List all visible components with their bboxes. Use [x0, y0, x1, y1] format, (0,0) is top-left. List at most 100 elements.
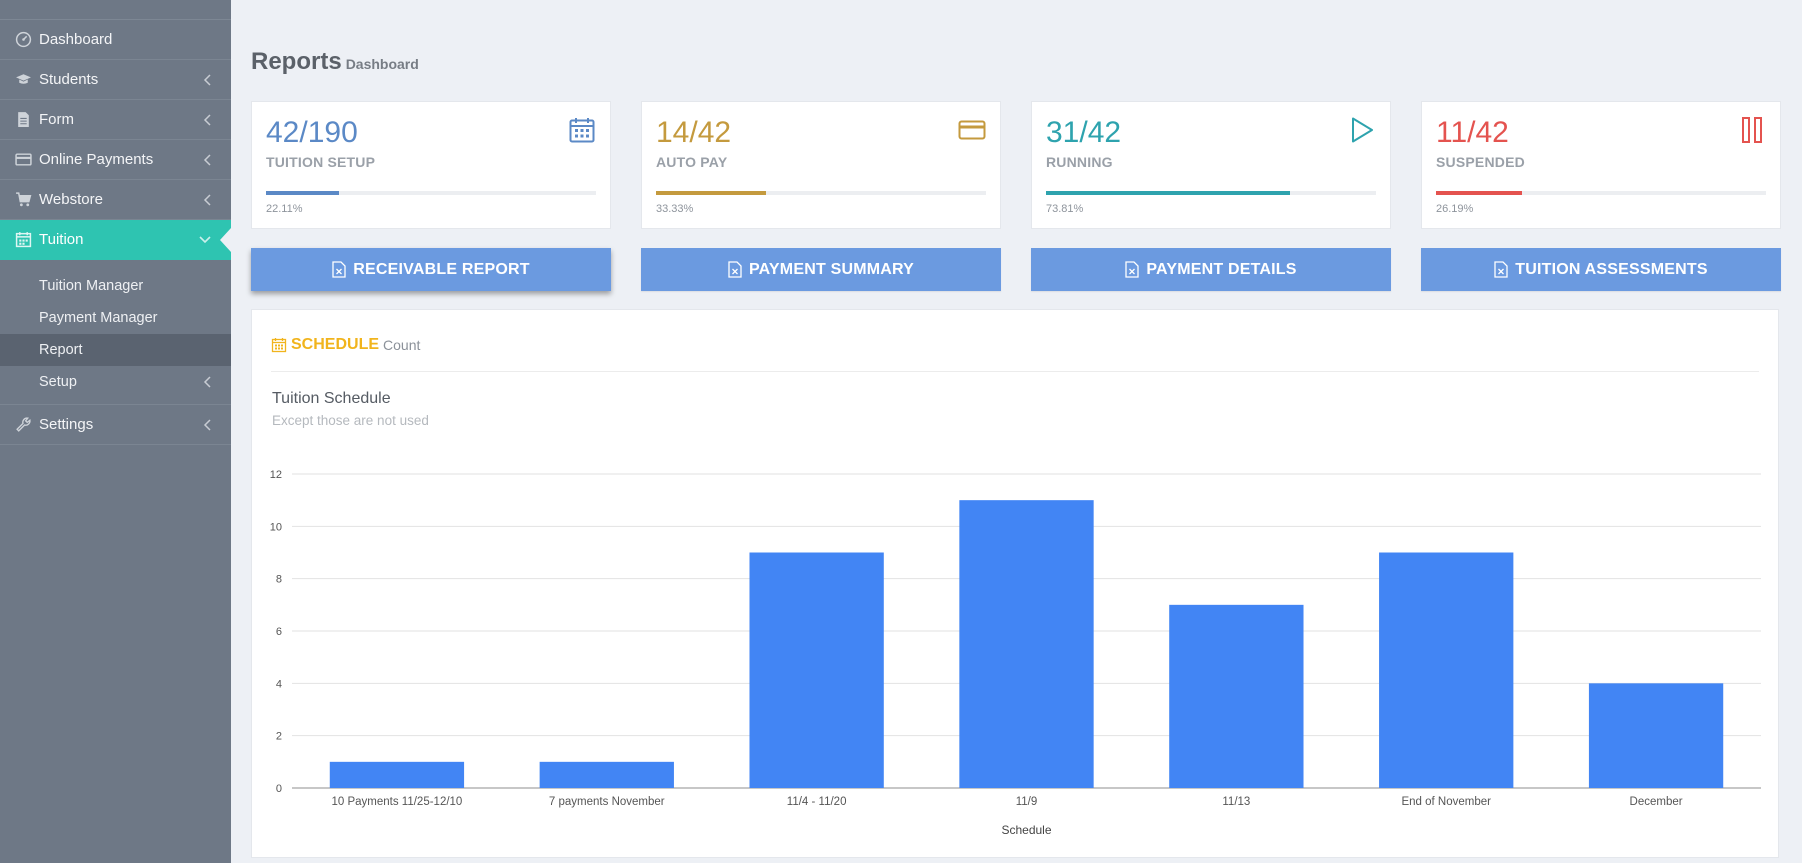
- y-tick-label: 0: [276, 783, 282, 795]
- sidebar-subitem-payment-manager[interactable]: Payment Manager: [0, 302, 231, 334]
- sidebar-item-label: Online Payments: [39, 151, 154, 168]
- stat-value: 11/42: [1436, 116, 1509, 149]
- payment-summary-button[interactable]: PAYMENT SUMMARY: [641, 248, 1001, 291]
- payment-details-button[interactable]: PAYMENT DETAILS: [1031, 248, 1391, 291]
- receivable-report-button[interactable]: RECEIVABLE REPORT: [251, 248, 611, 291]
- stat-card-suspended: 11/42 SUSPENDED 26.19%: [1421, 101, 1781, 229]
- bar: [329, 761, 465, 788]
- schedule-panel: 0 2 4 6 8 10 12 10 Payments 11/25-12/10 7 paymen…: [251, 309, 1779, 858]
- tuition-submenu: Tuition Manager Payment Manager Report S…: [0, 260, 231, 405]
- y-tick-label: 4: [276, 678, 282, 690]
- sidebar-item-label: Settings: [39, 416, 94, 433]
- sidebar-subitem-report[interactable]: Report: [0, 334, 231, 366]
- progress-track: [656, 191, 986, 195]
- bar: [1379, 552, 1514, 788]
- calendar-icon: [271, 338, 287, 353]
- excel-file-icon: [1125, 261, 1140, 278]
- bar: [539, 761, 674, 788]
- bar: [1588, 683, 1724, 788]
- chevron-left-icon: [203, 73, 211, 86]
- stat-card-tuition-setup: 42/190 TUITION SETUP 22.11%: [251, 101, 611, 229]
- sidebar-subitem-setup[interactable]: Setup: [0, 366, 231, 398]
- sidebar-item-tuition[interactable]: Tuition: [0, 220, 231, 260]
- x-axis-title: Schedule: [1001, 823, 1051, 837]
- panel-subtitle: Count: [383, 337, 421, 353]
- wrench-icon: [12, 416, 34, 434]
- credit-card-icon: [12, 151, 34, 169]
- stat-value: 42/190: [266, 116, 358, 149]
- bar: [959, 500, 1094, 788]
- y-tick-label: 12: [270, 469, 282, 481]
- calendar-icon: [12, 231, 34, 249]
- chevron-left-icon: [203, 193, 211, 206]
- chevron-left-icon: [203, 113, 211, 126]
- subitem-label: Tuition Manager: [39, 278, 144, 294]
- sidebar-item-webstore[interactable]: Webstore: [0, 180, 231, 220]
- play-icon: [1352, 117, 1373, 143]
- stat-card-auto-pay: 14/42 AUTO PAY 33.33%: [641, 101, 1001, 229]
- stat-percent: 73.81%: [1046, 203, 1084, 215]
- tuition-assessments-button[interactable]: TUITION ASSESSMENTS: [1421, 248, 1781, 291]
- panel-divider: [271, 371, 1759, 372]
- x-tick-label: December: [1630, 796, 1683, 808]
- chevron-left-icon: [203, 418, 211, 431]
- sidebar-item-label: Webstore: [39, 191, 103, 208]
- sidebar-item-dashboard[interactable]: Dashboard: [0, 20, 231, 60]
- stat-value: 31/42: [1046, 116, 1122, 149]
- sidebar-item-form[interactable]: Form: [0, 100, 231, 140]
- page-title: Reports Dashboard: [251, 48, 419, 76]
- document-icon: [12, 111, 34, 129]
- progress-track: [1436, 191, 1766, 195]
- schedule-bar-chart: 0 2 4 6 8 10 12 10 Payments 11/25-12/10 7 paymen…: [270, 469, 1761, 837]
- dashboard-icon: [12, 31, 34, 49]
- subitem-label: Setup: [39, 374, 77, 390]
- subitem-label: Report: [39, 342, 83, 358]
- chevron-left-icon: [203, 376, 211, 388]
- x-tick-label: 7 payments November: [549, 796, 665, 808]
- chevron-left-icon: [203, 153, 211, 166]
- page-subtitle: Dashboard: [345, 56, 419, 72]
- stat-label: RUNNING: [1046, 154, 1113, 170]
- button-label: PAYMENT DETAILS: [1146, 260, 1297, 278]
- x-tick-label: 11/9: [1016, 796, 1038, 808]
- sidebar-item-students[interactable]: Students: [0, 60, 231, 100]
- progress-fill: [266, 191, 339, 195]
- excel-file-icon: [332, 261, 346, 278]
- x-tick-label: End of November: [1401, 796, 1491, 808]
- progress-fill: [1436, 191, 1523, 195]
- sidebar-item-online-payments[interactable]: Online Payments: [0, 140, 231, 180]
- chart-subtitle: Except those are not used: [272, 413, 429, 428]
- y-tick-label: 6: [276, 626, 282, 638]
- progress-track: [266, 191, 596, 195]
- subitem-label: Payment Manager: [39, 310, 158, 326]
- sidebar-subitem-tuition-manager[interactable]: Tuition Manager: [0, 270, 231, 302]
- button-label: RECEIVABLE REPORT: [353, 260, 530, 278]
- panel-title: SCHEDULE: [291, 336, 380, 353]
- stat-label: SUSPENDED: [1436, 154, 1525, 170]
- y-tick-label: 8: [276, 574, 282, 586]
- chart-title: Tuition Schedule: [272, 390, 391, 407]
- graduation-cap-icon: [12, 71, 34, 89]
- button-label: PAYMENT SUMMARY: [748, 260, 915, 278]
- excel-file-icon: [728, 261, 742, 278]
- page-title-text: Reports: [251, 48, 342, 75]
- sidebar-item-settings[interactable]: Settings: [0, 405, 231, 445]
- x-tick-label: 10 Payments 11/25-12/10: [331, 796, 462, 808]
- y-tick-label: 10: [270, 521, 282, 533]
- sidebar-item-label: Students: [39, 71, 99, 88]
- sidebar-top-strip: [0, 0, 231, 20]
- progress-track: [1046, 191, 1376, 195]
- main-content: Reports Dashboard 42/190 TUITION SETUP 22…: [231, 0, 1802, 863]
- pause-icon: [1742, 117, 1762, 143]
- bar: [749, 552, 884, 788]
- excel-file-icon: [1494, 261, 1508, 278]
- sidebar-item-label: Form: [39, 111, 74, 128]
- calendar-icon: [569, 118, 595, 143]
- cart-icon: [12, 191, 34, 209]
- stat-label: AUTO PAY: [656, 154, 728, 170]
- x-tick-label: 11/13: [1222, 796, 1250, 808]
- stat-percent: 33.33%: [656, 203, 694, 215]
- sidebar-item-label: Tuition: [39, 231, 84, 248]
- sidebar: Dashboard Students Form Online Payments …: [0, 0, 231, 863]
- stat-card-running: 31/42 RUNNING 73.81%: [1031, 101, 1391, 229]
